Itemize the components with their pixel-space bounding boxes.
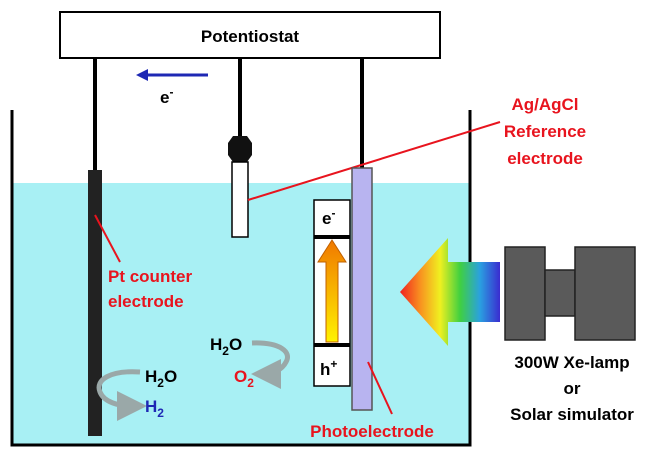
ref-head xyxy=(228,136,252,162)
electron-flow-label: e- xyxy=(160,85,173,107)
wires xyxy=(93,58,364,172)
base: O xyxy=(234,367,247,386)
counter-product: H2 xyxy=(145,397,164,420)
pt-electrode xyxy=(88,170,102,436)
light-arrow xyxy=(400,238,500,346)
pointer xyxy=(94,214,121,263)
reference-label: Ag/AgCl xyxy=(511,95,578,114)
symbol: e xyxy=(322,209,331,228)
charge: - xyxy=(169,85,173,99)
potentiostat-label: Potentiostat xyxy=(201,27,300,46)
photo-product: O2 xyxy=(234,367,254,390)
symbol: e xyxy=(160,88,169,107)
ref-tube xyxy=(231,161,249,238)
counter-label: Pt counter xyxy=(108,267,192,286)
charge: + xyxy=(330,357,337,371)
reference-label: electrode xyxy=(507,149,583,168)
photoelectrode xyxy=(351,167,373,411)
lamp-label: Solar simulator xyxy=(510,405,634,424)
electron-arrowhead xyxy=(136,69,148,81)
potentiostat-box xyxy=(59,11,441,59)
pointer xyxy=(367,361,393,415)
tail: O xyxy=(229,335,242,354)
subscript: 2 xyxy=(157,376,164,390)
subscript: 2 xyxy=(247,376,254,390)
counter-label: electrode xyxy=(108,292,184,311)
reaction-arrow xyxy=(251,340,290,389)
lamp xyxy=(504,246,636,341)
pointer xyxy=(247,121,501,201)
reference-label: Reference xyxy=(504,122,586,141)
base: H xyxy=(145,367,157,386)
base: H xyxy=(145,397,157,416)
symbol: h xyxy=(320,360,330,379)
base: H xyxy=(210,335,222,354)
electron-label: e- xyxy=(322,206,335,228)
subscript: 2 xyxy=(222,344,229,358)
charge: - xyxy=(331,206,335,220)
reaction-arrow xyxy=(96,369,147,421)
photoelectrode-label: Photoelectrode xyxy=(310,422,434,441)
counter-reactant: H2O xyxy=(145,367,177,390)
lamp-label: 300W Xe-lamp xyxy=(514,353,629,372)
excitation-arrow xyxy=(317,239,347,343)
hole-label: h+ xyxy=(320,357,337,379)
photo-reactant: H2O xyxy=(210,335,242,358)
lamp-label: or xyxy=(564,379,581,398)
subscript: 2 xyxy=(157,406,164,420)
tail: O xyxy=(164,367,177,386)
